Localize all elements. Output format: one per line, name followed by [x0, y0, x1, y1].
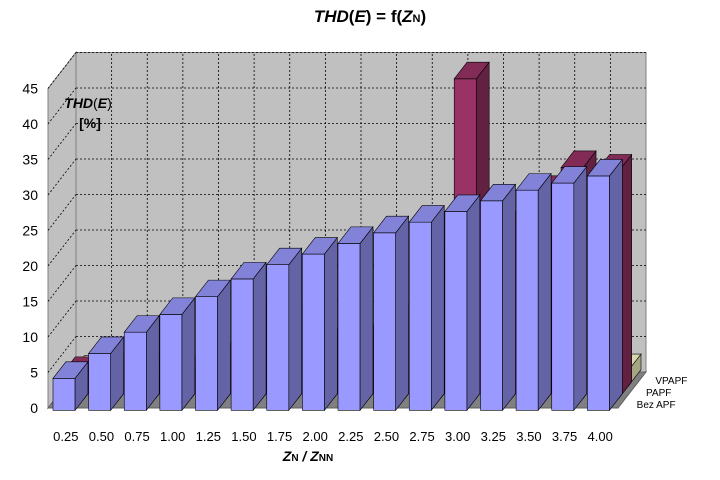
axis-labels: 0 5 10 15 20 25 30 35 40 45 0.25 0.50 0.75 1.00 1.25 1.… [22, 81, 687, 445]
x-tick-label: 0.25 [53, 429, 78, 444]
bar-bez-apf-3.75 [551, 165, 588, 412]
y-tick-label: 0 [30, 400, 38, 416]
y-axis-unit: [%] [79, 115, 101, 131]
bar-bez-apf-1.00 [159, 296, 196, 412]
xlabel-sub2: NN [319, 453, 333, 464]
xlabel-sub1: N [291, 453, 298, 464]
title-thd: THD [314, 7, 349, 26]
bar-bez-apf-2.75 [408, 204, 445, 412]
bar-bez-apf-2.00 [301, 236, 338, 412]
series-label: Bez APF [637, 400, 676, 411]
y-tick-label: 10 [22, 329, 38, 345]
x-tick-label: 2.75 [409, 429, 434, 444]
y-tick-label: 40 [22, 116, 38, 132]
bar-bez-apf-1.50 [230, 261, 267, 412]
x-tick-label: 2.50 [374, 429, 399, 444]
x-tick-label: 4.00 [588, 429, 613, 444]
x-tick-label: 1.75 [267, 429, 292, 444]
y-tick-label: 35 [22, 152, 38, 168]
ylabel-thd: THD [64, 95, 93, 111]
y-axis-title: THD(E) [64, 95, 111, 111]
y-tick-label: 5 [30, 365, 38, 381]
x-tick-label: 3.50 [516, 429, 541, 444]
ylabel-e: E [98, 95, 108, 111]
bar-bez-apf-2.50 [373, 215, 410, 412]
y-tick-label: 20 [22, 258, 38, 274]
ylabel-open: ( [93, 95, 98, 111]
title-z: Z [401, 7, 413, 26]
bar-bez-apf-3.50 [515, 172, 552, 412]
bar-bez-apf-0.25 [52, 360, 89, 412]
title-e: E [354, 7, 366, 26]
series-label: PAPF [646, 388, 671, 399]
x-tick-label: 0.75 [124, 429, 149, 444]
xlabel-z2: Z [309, 448, 319, 464]
bar-bez-apf-3.25 [479, 183, 517, 412]
bar-bez-apf-4.00 [586, 158, 623, 412]
chart-title: THD(E) = f(ZN) [314, 7, 426, 26]
bar-bez-apf-1.25 [194, 279, 232, 412]
title-close: ) [366, 7, 372, 26]
title-open: ( [349, 7, 355, 26]
x-tick-label: 1.25 [196, 429, 221, 444]
x-tick-label: 3.25 [481, 429, 506, 444]
x-tick-label: 3.00 [445, 429, 470, 444]
bars [52, 61, 642, 412]
x-tick-label: 3.75 [552, 429, 577, 444]
y-tick-label: 30 [22, 187, 38, 203]
x-tick-label: 0.50 [89, 429, 114, 444]
xlabel-z1: Z [282, 448, 292, 464]
y-tick-label: 25 [22, 223, 38, 239]
xlabel-slash: / [299, 448, 311, 464]
bar-bez-apf-1.75 [266, 247, 303, 412]
bar-bez-apf-2.25 [337, 225, 374, 412]
y-tick-label: 15 [22, 294, 38, 310]
series-label: VPAPF [655, 376, 687, 387]
x-tick-label: 2.00 [303, 429, 328, 444]
x-tick-label: 1.00 [160, 429, 185, 444]
ylabel-close: ) [107, 95, 112, 111]
x-axis-title: ZN / ZNN [282, 448, 333, 464]
y-tick-label: 45 [22, 81, 38, 97]
bar-bez-apf-0.50 [88, 336, 125, 412]
title-sub: N [413, 13, 421, 25]
title-eq: = f( [371, 7, 402, 26]
x-tick-label: 2.25 [338, 429, 363, 444]
bar-bez-apf-3.00 [444, 194, 481, 412]
x-tick-label: 1.50 [231, 429, 256, 444]
bar-bez-apf-0.75 [123, 314, 160, 412]
title-end: ) [421, 7, 427, 26]
